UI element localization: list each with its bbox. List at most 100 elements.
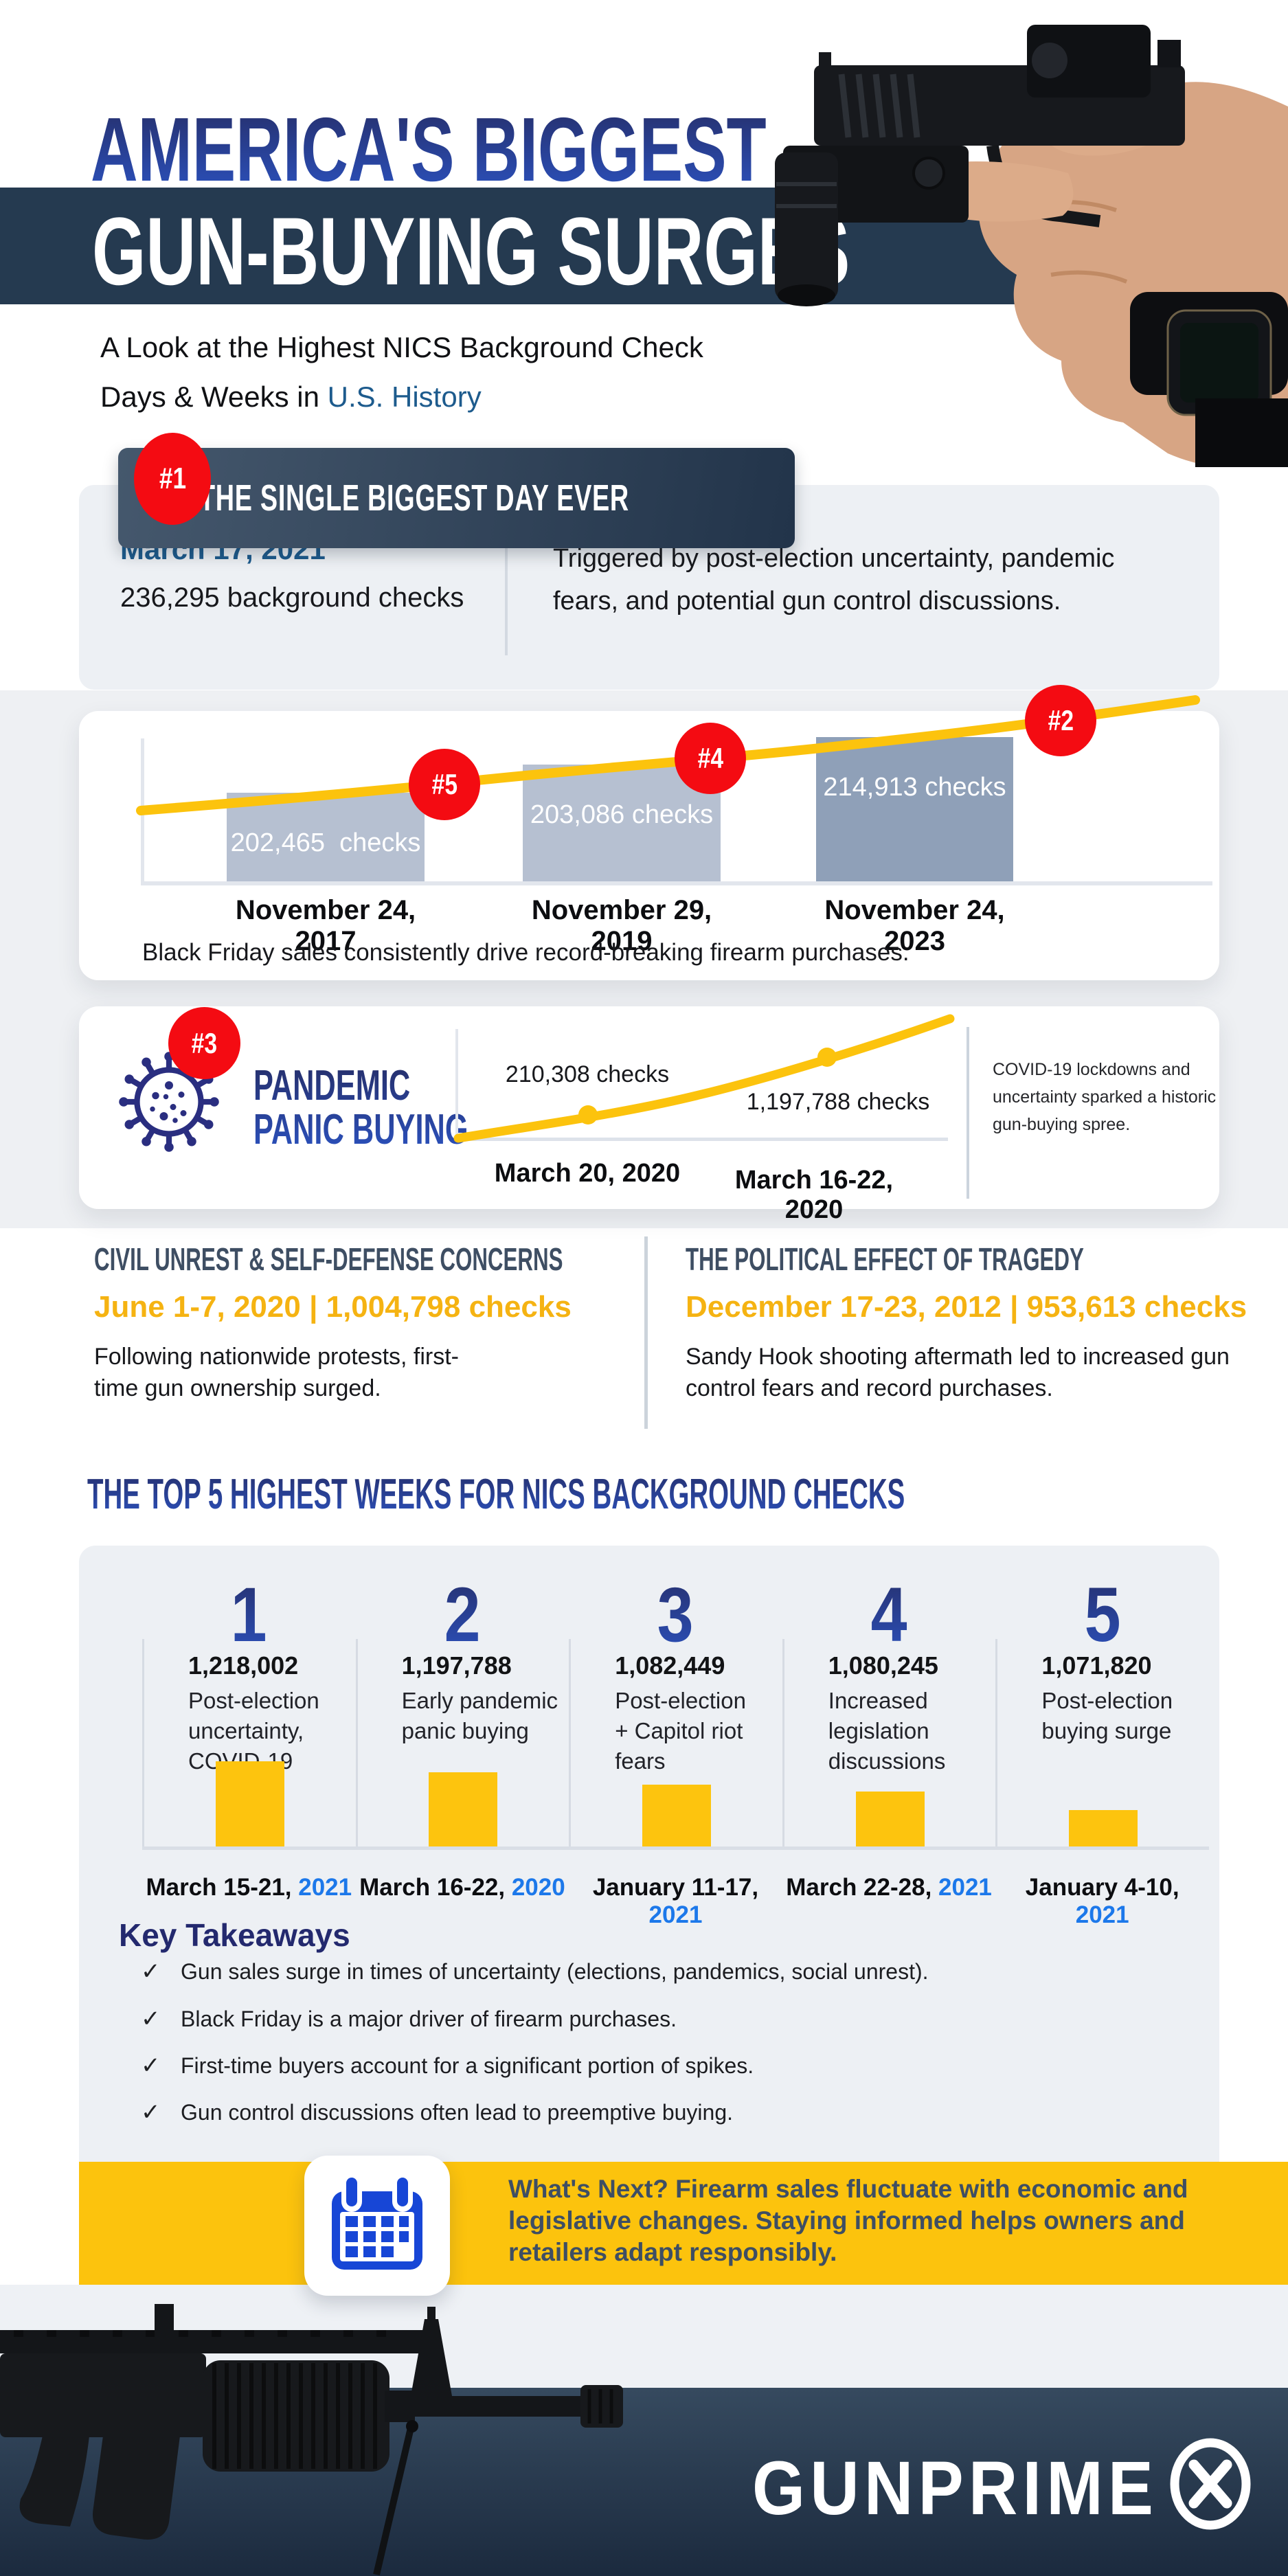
rear-sight — [1157, 40, 1181, 67]
week-1-bar — [215, 1761, 284, 1848]
week-1-date: March 15-21, 2021 — [142, 1874, 356, 1929]
bar-2017-value: 202,465 checks — [230, 828, 421, 857]
check-icon: ✓ — [141, 2006, 161, 2032]
rifle-photo — [0, 2304, 623, 2576]
civil-unrest-stat: June 1-7, 2020 | 1,004,798 checks — [94, 1290, 572, 1324]
point-2-label: 1,197,788 checks — [746, 1089, 930, 1115]
week-5-description: Post-election buying surge — [1041, 1688, 1173, 1743]
data-point-2 — [817, 1048, 837, 1067]
rank-3-badge-label: #3 — [191, 1026, 218, 1059]
date-prefix: January 4-10, — [1025, 1874, 1179, 1901]
civil-unrest-title-text: CIVIL UNREST & SELF-DEFENSE CONCERNS — [94, 1241, 563, 1277]
rank-5-badge: #5 — [409, 749, 480, 820]
rank-4-badge-label: #4 — [697, 742, 723, 774]
takeaway-item: ✓ First-time buyers account for a signifi… — [141, 2052, 754, 2079]
key-takeaways-title: Key Takeaways — [119, 1917, 350, 1953]
week-5-value: 1,071,820 — [1041, 1651, 1152, 1680]
civil-unrest-description: Following nationwide protests, first- ti… — [94, 1344, 460, 1401]
bar-2023-value: 214,913 checks — [823, 773, 1006, 802]
calendar-grid-bg — [340, 2212, 414, 2261]
calendar-icon — [332, 2178, 422, 2270]
week-column-3: 1,082,449 Post-election + Capitol riot f… — [569, 1639, 782, 1848]
icon-ring — [1170, 2438, 1251, 2530]
watch-screen — [1180, 323, 1258, 403]
top5-rank-row: 1 2 3 4 5 — [142, 1570, 1209, 1659]
rank-cell: 3 — [569, 1570, 782, 1659]
date-prefix: March 16-22, — [359, 1874, 512, 1901]
top5-title: THE TOP 5 HIGHEST WEEKS FOR NICS BACKGRO… — [87, 1470, 1288, 1519]
calendar-card — [304, 2156, 450, 2296]
virus-dots — [150, 1081, 187, 1123]
page-title-line1-text: AMERICA'S BIGGEST — [91, 99, 767, 200]
front-sight — [819, 52, 831, 67]
bar-2017-date: November 24, 2017 — [235, 895, 416, 956]
week-3-date: January 11-17, 2021 — [569, 1874, 782, 1929]
front-sight-pin — [427, 2307, 436, 2325]
pandemic-y-axis — [455, 1029, 458, 1139]
top5-title-text: THE TOP 5 HIGHEST WEEKS FOR NICS BACKGRO… — [87, 1471, 905, 1518]
pandemic-title-text: PANDEMIC PANIC BUYING — [253, 1062, 468, 1153]
week-1-value: 1,218,002 — [188, 1651, 299, 1680]
icon-x — [1188, 2459, 1232, 2509]
pistol-grip — [19, 2436, 89, 2527]
rank-number: 3 — [657, 1572, 694, 1658]
check-icon: ✓ — [141, 2053, 161, 2079]
biggest-day-description: Triggered by post-election uncertainty, … — [553, 544, 1115, 615]
weapon-light-lens-housing — [775, 152, 838, 300]
rank-number: 2 — [444, 1572, 481, 1658]
page-title-line1: AMERICA'S BIGGEST — [91, 104, 1029, 195]
magazine — [93, 2436, 180, 2540]
light-rings — [776, 182, 837, 208]
rank-cell: 4 — [782, 1570, 996, 1659]
date-prefix: March 15-21, — [146, 1874, 299, 1901]
calendar-grid — [346, 2216, 409, 2257]
week-4-bar — [855, 1792, 925, 1848]
tragedy-title: THE POLITICAL EFFECT OF TRAGEDY — [686, 1241, 1272, 1278]
takeaway-item: ✓ Gun control discussions often lead to p… — [141, 2099, 733, 2126]
rank-1-badge: #1 — [134, 433, 211, 525]
takeaway-text: Gun sales surge in times of uncertainty … — [181, 1959, 929, 1984]
virus-body — [134, 1067, 204, 1137]
light-lens-face — [778, 284, 835, 306]
week-3-description: Post-election + Capitol riot fears — [615, 1688, 746, 1774]
red-dot-optic — [1027, 25, 1151, 98]
light-knob — [912, 157, 945, 190]
tragedy-description: Sandy Hook shooting aftermath led to inc… — [686, 1344, 1230, 1401]
takeaway-text: First-time buyers account for a signific… — [181, 2053, 754, 2078]
ring — [346, 2178, 357, 2206]
rear-sight-tower — [155, 2304, 174, 2352]
date-year: 2020 — [511, 1874, 565, 1901]
rank-2-badge: #2 — [1025, 685, 1096, 756]
subtitle-highlight: U.S. History — [327, 381, 482, 413]
week-column-2: 1,197,788 Early pandemic panic buying — [355, 1639, 569, 1848]
pandemic-description: COVID-19 lockdowns and uncertainty spark… — [993, 1060, 1217, 1134]
top5-dates-row: March 15-21, 2021 March 16-22, 2020 Janu… — [142, 1874, 1209, 1929]
week-2-value: 1,197,788 — [401, 1651, 512, 1680]
rank-3-badge: #3 — [168, 1007, 240, 1079]
week-2-bar — [429, 1772, 498, 1848]
footer-brand: GUNPRIME — [752, 2446, 1159, 2531]
muzzle-slots — [587, 2389, 613, 2424]
date-year: 2021 — [298, 1874, 352, 1901]
week-4-description: Increased legislation discussions — [828, 1688, 946, 1774]
tragedy-title-text: THE POLITICAL EFFECT OF TRAGEDY — [686, 1241, 1084, 1277]
week-2-date: March 16-22, 2020 — [356, 1874, 569, 1929]
date-year: 2021 — [1075, 1901, 1129, 1928]
rank-number: 4 — [870, 1572, 907, 1658]
sling-swivel — [406, 2420, 418, 2432]
top5-baseline — [142, 1846, 1209, 1850]
front-sight-post — [411, 2319, 452, 2396]
week-4-value: 1,080,245 — [828, 1651, 938, 1680]
handguard-ribs — [212, 2363, 377, 2469]
events-divider — [644, 1236, 648, 1429]
slide-serrations — [838, 74, 920, 138]
date-year: 2021 — [648, 1901, 703, 1928]
date-prefix: January 11-17, — [592, 1874, 759, 1901]
barrel — [385, 2396, 611, 2417]
subtitle-line1: A Look at the Highest NICS Background Ch… — [100, 331, 703, 363]
optic-lens — [1032, 43, 1067, 78]
single-biggest-day-banner: THE SINGLE BIGGEST DAY EVER — [118, 448, 795, 548]
week-5-date: January 4-10, 2021 — [995, 1874, 1209, 1929]
check-icon: ✓ — [141, 1958, 161, 1985]
